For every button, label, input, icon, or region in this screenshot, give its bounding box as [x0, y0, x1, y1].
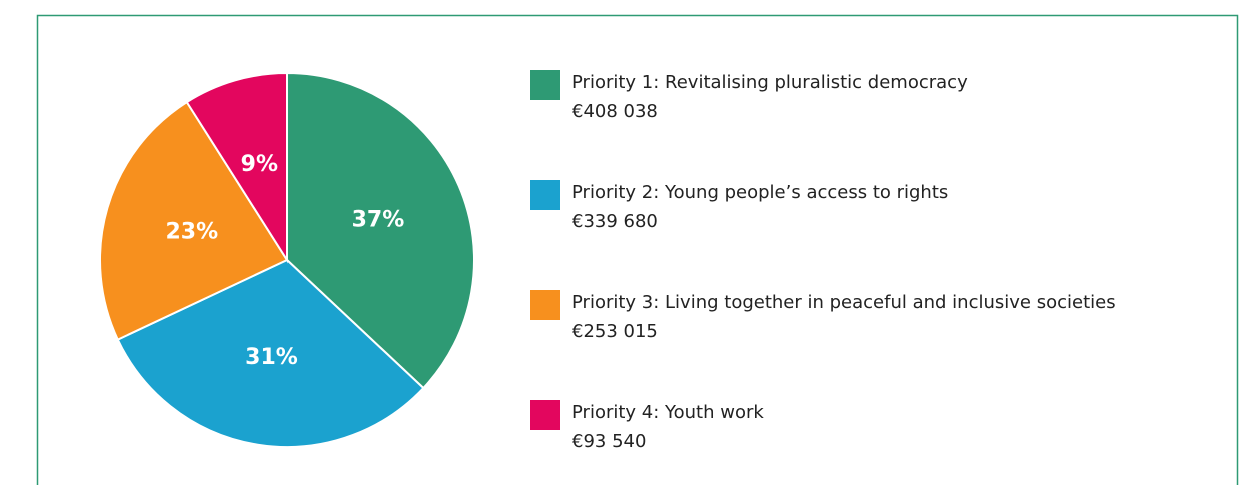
legend-amount: €253 015	[572, 321, 658, 342]
legend-amount: €408 038	[572, 101, 658, 122]
legend-label: Priority 2: Young people’s access to rig…	[572, 182, 948, 203]
legend-swatch	[530, 400, 560, 430]
legend-amount: €339 680	[572, 211, 658, 232]
legend-label: Priority 3: Living together in peaceful …	[572, 292, 1116, 313]
legend-swatch	[530, 180, 560, 210]
frame	[36, 14, 1239, 485]
slice-label: 37%	[352, 208, 405, 233]
pie-slice	[116, 258, 425, 448]
legend-label: Priority 1: Revitalising pluralistic dem…	[572, 72, 968, 93]
legend-label: Priority 4: Youth work	[572, 402, 764, 423]
pie-slice	[99, 100, 289, 341]
pie-slice	[286, 71, 475, 390]
slice-label: 31%	[245, 345, 298, 370]
legend-swatch	[530, 290, 560, 320]
pie-slice	[185, 71, 288, 264]
legend-swatch	[530, 70, 560, 100]
slice-label: 9%	[241, 152, 278, 177]
legend-amount: €93 540	[572, 431, 646, 452]
slice-label: 23%	[165, 219, 218, 244]
